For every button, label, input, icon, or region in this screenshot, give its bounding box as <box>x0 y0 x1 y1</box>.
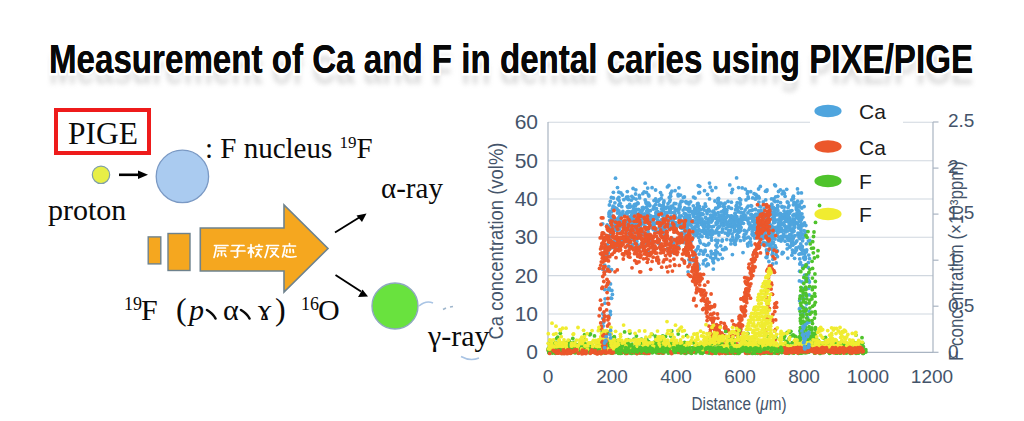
svg-text:α-ray: α-ray <box>381 172 443 204</box>
svg-text:PIGE: PIGE <box>68 116 138 151</box>
svg-text:30: 30 <box>515 225 538 248</box>
svg-text:Measurement of Ca and F in den: Measurement of Ca and F in dental caries… <box>49 36 973 82</box>
svg-text:Ca: Ca <box>859 100 886 123</box>
svg-text:proton: proton <box>48 193 126 226</box>
svg-text:50: 50 <box>515 149 538 172</box>
svg-text:400: 400 <box>660 366 692 387</box>
svg-text:Ca concentration (vol%): Ca concentration (vol%) <box>485 143 507 340</box>
svg-text:200: 200 <box>596 366 628 387</box>
svg-text:20: 20 <box>515 264 538 287</box>
svg-text:F: F <box>859 203 872 226</box>
svg-text:Distance (μm): Distance (μm) <box>692 394 787 414</box>
svg-text:10: 10 <box>515 302 538 325</box>
svg-text:800: 800 <box>788 366 820 387</box>
svg-text:600: 600 <box>724 366 756 387</box>
svg-text:γ-ray: γ-ray <box>427 319 490 352</box>
svg-text:60: 60 <box>515 110 538 133</box>
svg-text:F concentration (×10³ppm): F concentration (×10³ppm) <box>945 161 967 361</box>
svg-text:1200: 1200 <box>911 366 953 387</box>
svg-text:40: 40 <box>515 187 538 210</box>
svg-text:0: 0 <box>543 366 554 387</box>
svg-text:Ca: Ca <box>859 136 886 159</box>
svg-text:2.5: 2.5 <box>948 110 974 131</box>
svg-text:0: 0 <box>526 340 538 363</box>
svg-text:1000: 1000 <box>847 366 889 387</box>
svg-text:F: F <box>859 170 872 193</box>
